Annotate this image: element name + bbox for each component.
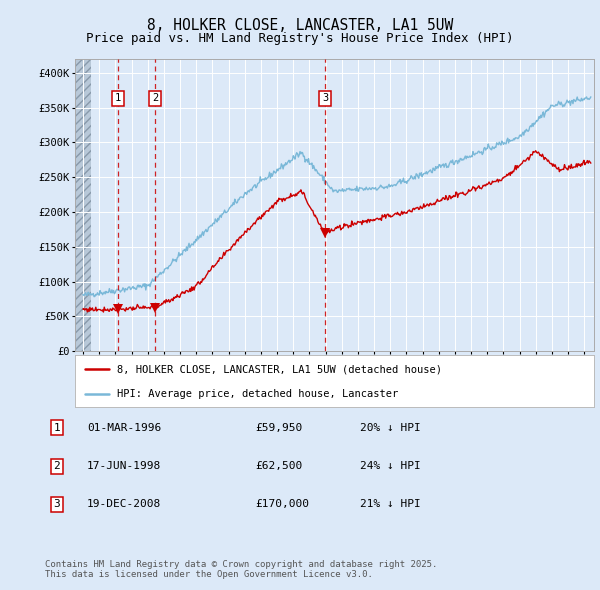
Text: £59,950: £59,950 xyxy=(255,423,302,432)
Text: 1: 1 xyxy=(53,423,61,432)
Text: HPI: Average price, detached house, Lancaster: HPI: Average price, detached house, Lanc… xyxy=(116,389,398,399)
Text: £170,000: £170,000 xyxy=(255,500,309,509)
Text: 8, HOLKER CLOSE, LANCASTER, LA1 5UW: 8, HOLKER CLOSE, LANCASTER, LA1 5UW xyxy=(147,18,453,32)
Text: 24% ↓ HPI: 24% ↓ HPI xyxy=(360,461,421,471)
Text: 01-MAR-1996: 01-MAR-1996 xyxy=(87,423,161,432)
Text: Contains HM Land Registry data © Crown copyright and database right 2025.
This d: Contains HM Land Registry data © Crown c… xyxy=(45,560,437,579)
Text: Price paid vs. HM Land Registry's House Price Index (HPI): Price paid vs. HM Land Registry's House … xyxy=(86,32,514,45)
Text: 2: 2 xyxy=(53,461,61,471)
Text: 3: 3 xyxy=(53,500,61,509)
Text: 17-JUN-1998: 17-JUN-1998 xyxy=(87,461,161,471)
Text: £62,500: £62,500 xyxy=(255,461,302,471)
Text: 20% ↓ HPI: 20% ↓ HPI xyxy=(360,423,421,432)
Text: 21% ↓ HPI: 21% ↓ HPI xyxy=(360,500,421,509)
Text: 19-DEC-2008: 19-DEC-2008 xyxy=(87,500,161,509)
Text: 2: 2 xyxy=(152,93,158,103)
Text: 8, HOLKER CLOSE, LANCASTER, LA1 5UW (detached house): 8, HOLKER CLOSE, LANCASTER, LA1 5UW (det… xyxy=(116,364,442,374)
Text: 1: 1 xyxy=(115,93,121,103)
Text: 3: 3 xyxy=(322,93,328,103)
Bar xyxy=(75,59,91,351)
